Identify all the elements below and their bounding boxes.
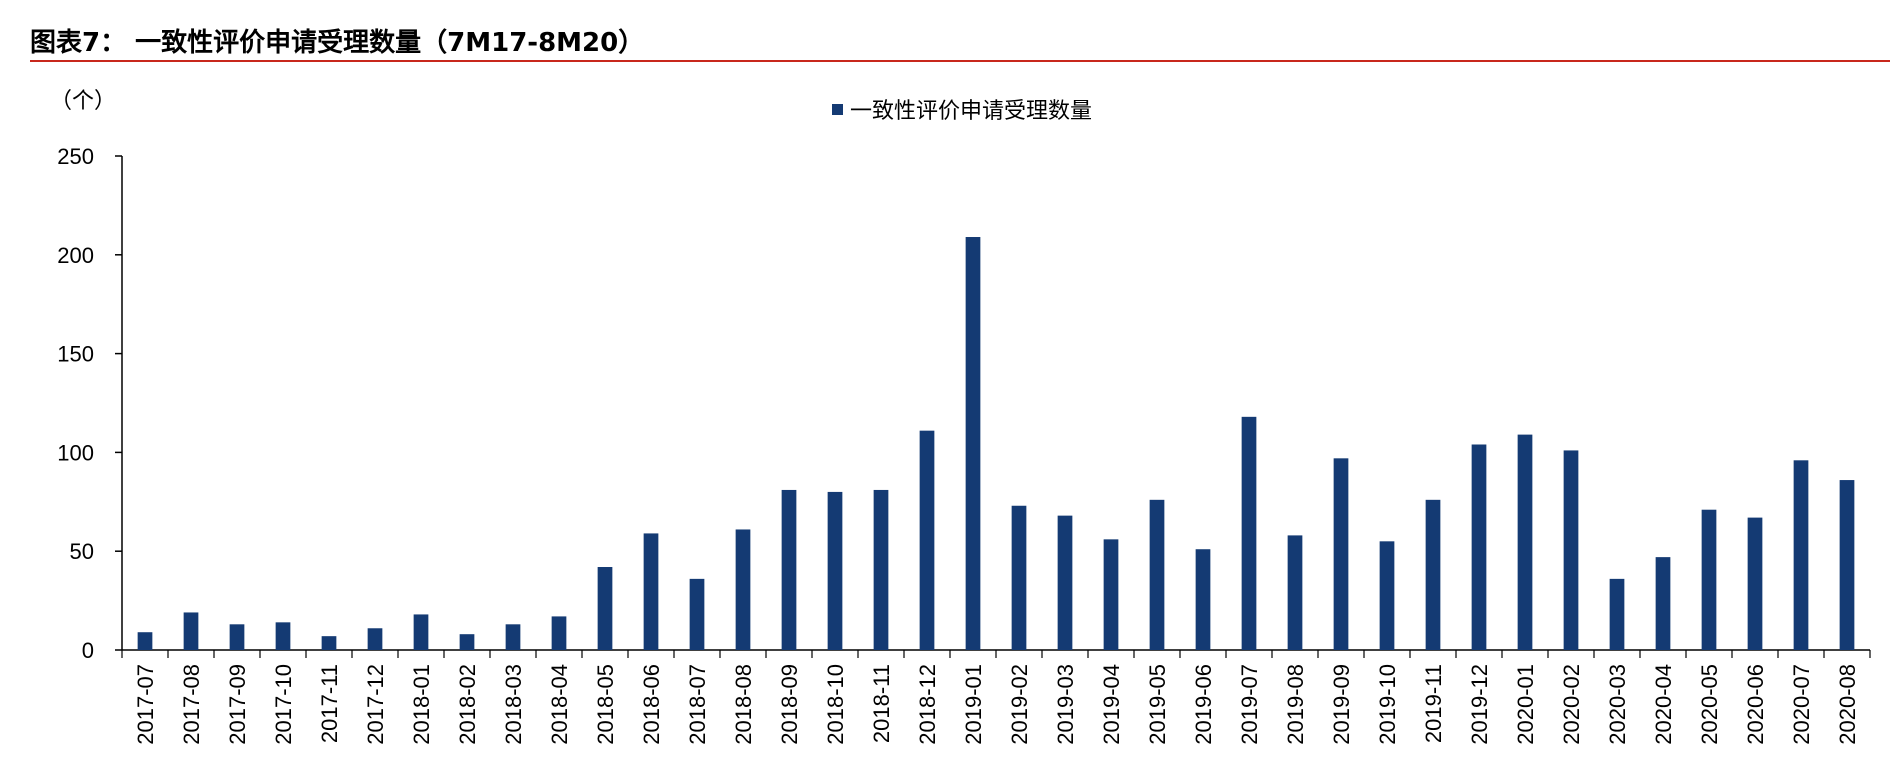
legend-swatch [832, 104, 843, 115]
bar-2019-10 [1379, 541, 1395, 650]
y-tick-label: 150 [57, 342, 94, 367]
x-tick-label: 2018-07 [685, 664, 710, 745]
bar-2019-04 [1103, 539, 1119, 650]
x-tick-label: 2018-02 [455, 664, 480, 745]
bar-2017-11 [321, 636, 337, 650]
bar-2020-06 [1747, 517, 1763, 650]
bar-2020-02 [1563, 450, 1579, 650]
bar-2019-08 [1287, 535, 1303, 650]
bar-2020-07 [1793, 460, 1809, 650]
x-tick-label: 2017-10 [271, 664, 296, 745]
x-tick-label: 2019-12 [1467, 664, 1492, 745]
x-tick-label: 2019-08 [1283, 664, 1308, 745]
bar-2018-10 [827, 491, 843, 650]
bar-2017-08 [183, 612, 199, 650]
x-tick-label: 2020-03 [1605, 664, 1630, 745]
x-tick-label: 2018-09 [777, 664, 802, 745]
bar-2020-03 [1609, 578, 1625, 650]
x-tick-label: 2018-11 [869, 664, 894, 743]
bar-2019-01 [965, 237, 981, 651]
bar-2018-05 [597, 567, 613, 650]
bar-2017-12 [367, 628, 383, 650]
x-tick-label: 2020-04 [1651, 664, 1676, 745]
bar-2020-01 [1517, 434, 1533, 650]
x-tick-label: 2019-05 [1145, 664, 1170, 745]
x-tick-label: 2019-10 [1375, 664, 1400, 745]
x-tick-label: 2017-07 [133, 664, 158, 745]
x-tick-label: 2020-08 [1835, 664, 1860, 745]
bar-2020-08 [1839, 480, 1855, 650]
bar-2018-04 [551, 616, 567, 650]
x-tick-label: 2019-01 [961, 664, 986, 745]
y-tick-label: 0 [82, 638, 94, 663]
axes [115, 155, 1871, 658]
x-tick-label: 2017-09 [225, 664, 250, 745]
x-tick-label: 2019-06 [1191, 664, 1216, 745]
bar-2019-06 [1195, 549, 1211, 650]
x-tick-label: 2018-03 [501, 664, 526, 745]
y-tick-label: 250 [57, 144, 94, 169]
bar-2019-03 [1057, 515, 1073, 650]
legend-label: 一致性评价申请受理数量 [850, 98, 1092, 123]
bar-2019-11 [1425, 499, 1441, 650]
bar-2017-10 [275, 622, 291, 650]
bar-2018-03 [505, 624, 521, 650]
legend: 一致性评价申请受理数量 [832, 98, 1092, 123]
bar-2019-07 [1241, 416, 1257, 650]
x-tick-label: 2018-06 [639, 664, 664, 745]
x-tick-label: 2019-11 [1421, 664, 1446, 743]
bar-2017-09 [229, 624, 245, 650]
bar-2019-05 [1149, 499, 1165, 650]
x-tick-label: 2018-12 [915, 664, 940, 745]
y-unit-label: （个） [50, 88, 116, 113]
bar-2018-06 [643, 533, 659, 650]
x-tick-label: 2017-08 [179, 664, 204, 745]
bar-2018-09 [781, 489, 797, 650]
bar-2020-05 [1701, 509, 1717, 650]
x-tick-label: 2019-07 [1237, 664, 1262, 745]
bars [137, 237, 1855, 651]
bar-2018-01 [413, 614, 429, 650]
x-tick-label: 2019-02 [1007, 664, 1032, 745]
x-tick-label: 2020-01 [1513, 664, 1538, 745]
bar-2019-12 [1471, 444, 1487, 650]
x-tick-label: 2019-03 [1053, 664, 1078, 745]
y-tick-label: 100 [57, 440, 94, 465]
x-tick-label: 2018-08 [731, 664, 756, 745]
x-tick-label: 2019-09 [1329, 664, 1354, 745]
bar-2018-12 [919, 430, 935, 650]
x-tick-label: 2017-11 [317, 664, 342, 743]
bar-2020-04 [1655, 557, 1671, 650]
y-tick-label: 200 [57, 243, 94, 268]
bar-2018-07 [689, 578, 705, 650]
x-tick-label: 2020-06 [1743, 664, 1768, 745]
x-tick-label: 2018-01 [409, 664, 434, 745]
x-tick-label: 2020-07 [1789, 664, 1814, 745]
bar-2017-07 [137, 632, 153, 650]
y-tick-label: 50 [70, 539, 94, 564]
bar-2018-11 [873, 489, 889, 650]
bar-2019-09 [1333, 458, 1349, 650]
x-tick-label: 2020-05 [1697, 664, 1722, 745]
x-tick-label: 2020-02 [1559, 664, 1584, 745]
y-tick-labels: 0 50 100 150 200 250 [57, 144, 94, 663]
x-tick-label: 2017-12 [363, 664, 388, 745]
bar-2019-02 [1011, 505, 1027, 650]
x-tick-label: 2018-04 [547, 664, 572, 745]
figure-title: 图表7： 一致性评价申请受理数量（7M17-8M20） [30, 28, 645, 58]
x-tick-label: 2019-04 [1099, 664, 1124, 745]
x-tick-label: 2018-10 [823, 664, 848, 745]
x-tick-label: 2018-05 [593, 664, 618, 745]
bar-2018-08 [735, 529, 751, 650]
x-tick-labels: 2017-07 2017-08 2017-09 2017-10 2017-11 2017-… [133, 664, 1860, 745]
bar-2018-02 [459, 634, 475, 650]
title-divider [30, 60, 1890, 62]
